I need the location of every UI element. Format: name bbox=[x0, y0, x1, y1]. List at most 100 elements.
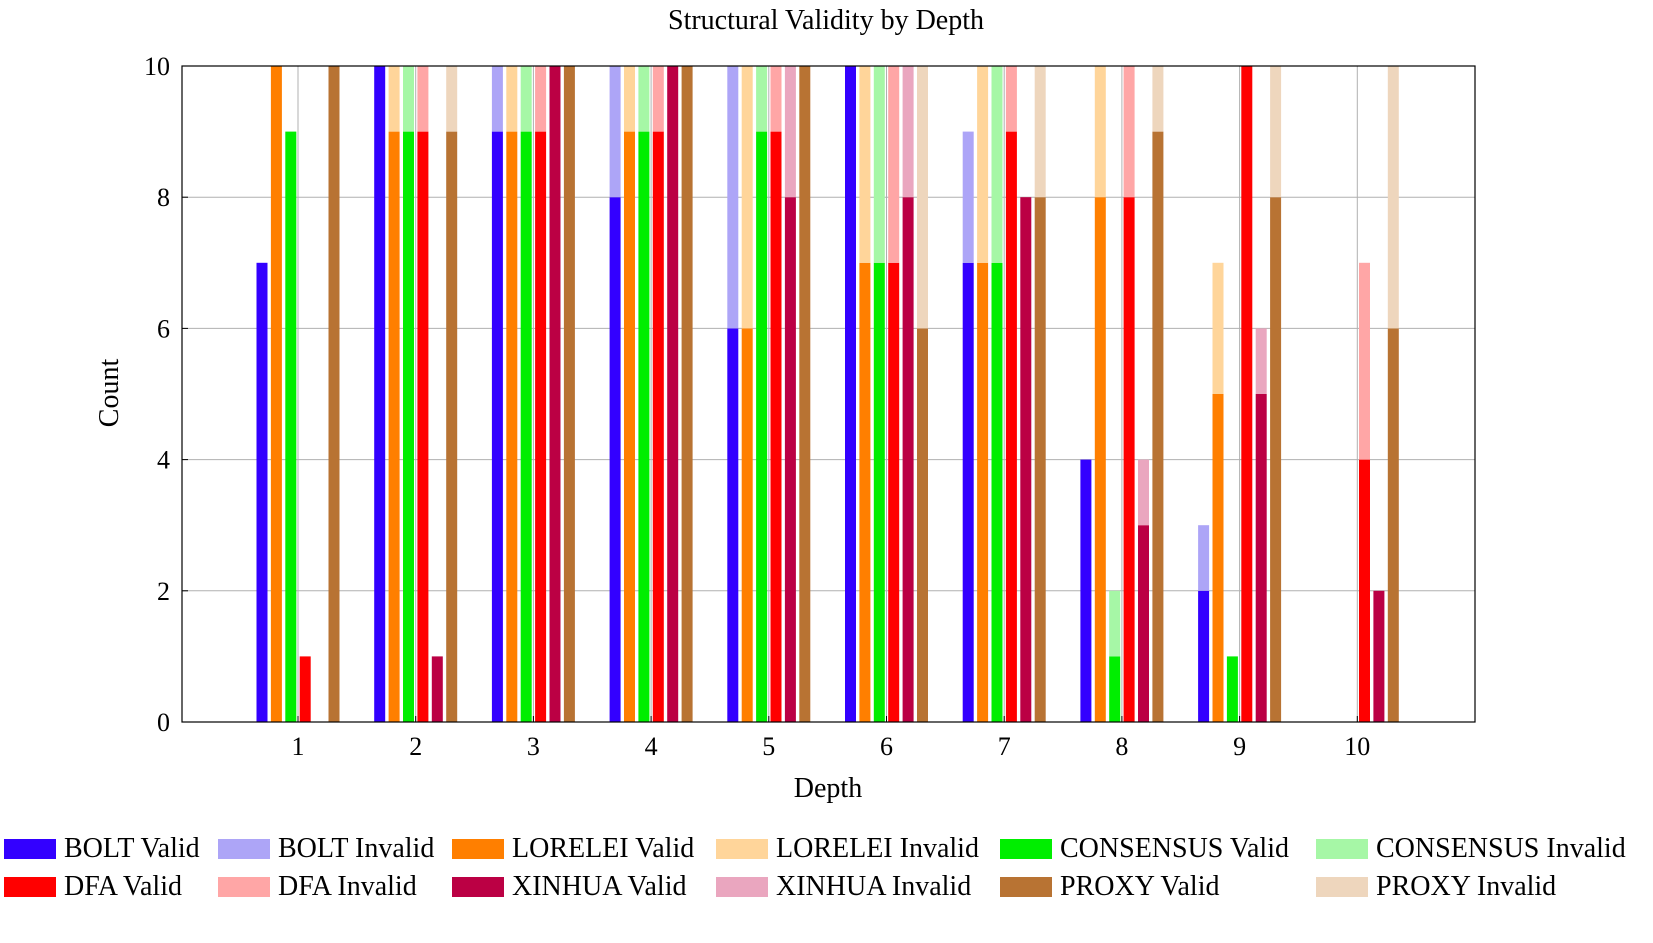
bar-lorelei-invalid bbox=[859, 66, 871, 263]
y-tick-label: 6 bbox=[157, 314, 170, 343]
bar-consensus-valid bbox=[520, 131, 532, 723]
legend-row: DFA Valid DFA Invalid XINHUA Valid XINHUA I… bbox=[0, 870, 1653, 904]
bar-dfa-valid bbox=[1359, 459, 1370, 722]
bars bbox=[256, 66, 1399, 723]
bar-proxy-invalid bbox=[1034, 66, 1046, 198]
x-tick-label: 5 bbox=[762, 732, 775, 761]
bar-dfa-invalid bbox=[1005, 66, 1017, 132]
legend-label: DFA Invalid bbox=[278, 871, 417, 902]
bar-bolt-valid bbox=[609, 197, 621, 722]
bar-dfa-valid bbox=[417, 131, 429, 723]
bar-lorelei-valid bbox=[1212, 394, 1224, 722]
y-tick-label: 8 bbox=[157, 183, 170, 212]
bar-bolt-valid bbox=[962, 262, 974, 722]
x-tick-label: 3 bbox=[527, 732, 540, 761]
bar-xinhua-invalid bbox=[784, 66, 796, 198]
bar-bolt-valid bbox=[1080, 459, 1092, 722]
bar-bolt-invalid bbox=[962, 131, 974, 263]
legend-item-lorelei-invalid: LORELEI Invalid bbox=[716, 832, 979, 866]
bar-proxy-invalid bbox=[1387, 66, 1399, 329]
legend-item-proxy-valid: PROXY Valid bbox=[1000, 870, 1219, 904]
plot-frame bbox=[181, 65, 1476, 723]
bar-bolt-valid bbox=[374, 66, 386, 722]
bar-lorelei-valid bbox=[741, 328, 753, 722]
bar-consensus-valid bbox=[756, 131, 768, 723]
y-tick-label: 10 bbox=[144, 52, 170, 81]
bar-xinhua-valid bbox=[1255, 394, 1267, 722]
y-tick-label: 4 bbox=[157, 446, 170, 475]
legend-label: XINHUA Valid bbox=[512, 871, 687, 902]
bar-dfa-invalid bbox=[535, 66, 547, 132]
bar-consensus-invalid bbox=[1109, 590, 1121, 657]
legend-item-dfa-invalid: DFA Invalid bbox=[218, 870, 417, 904]
bar-lorelei-invalid bbox=[624, 66, 635, 132]
bar-proxy-valid bbox=[446, 131, 458, 723]
legend-label: CONSENSUS Invalid bbox=[1376, 833, 1626, 864]
x-ticks: 1 2 3 4 5 6 7 8 9 10 bbox=[292, 716, 1370, 761]
bar-consensus-invalid bbox=[638, 66, 650, 132]
chart: Structural Validity by Depth Count Depth… bbox=[94, 5, 1476, 804]
bar-proxy-valid bbox=[1387, 328, 1399, 722]
legend-swatch bbox=[1316, 839, 1368, 859]
legend-label: LORELEI Invalid bbox=[776, 833, 979, 864]
bar-dfa-valid bbox=[652, 131, 664, 723]
bar-proxy-valid bbox=[1152, 131, 1164, 723]
legend-swatch bbox=[4, 839, 56, 859]
bar-bolt-valid bbox=[845, 66, 856, 722]
bar-lorelei-valid bbox=[270, 66, 282, 722]
legend-swatch bbox=[1000, 839, 1052, 859]
legend-item-bolt-invalid: BOLT Invalid bbox=[218, 832, 434, 866]
x-tick-label: 1 bbox=[292, 732, 305, 761]
legend-item-consensus-valid: CONSENSUS Valid bbox=[1000, 832, 1289, 866]
bar-proxy-invalid bbox=[446, 66, 458, 132]
bar-lorelei-invalid bbox=[1094, 66, 1106, 198]
legend-item-consensus-invalid: CONSENSUS Invalid bbox=[1316, 832, 1626, 866]
bar-consensus-valid bbox=[991, 262, 1003, 722]
bar-dfa-valid bbox=[1123, 197, 1135, 722]
bar-lorelei-invalid bbox=[388, 66, 400, 132]
bar-proxy-invalid bbox=[1270, 66, 1282, 198]
bar-consensus-valid bbox=[1226, 656, 1238, 722]
bar-proxy-valid bbox=[1034, 197, 1046, 722]
legend-label: PROXY Valid bbox=[1060, 871, 1220, 902]
legend-swatch bbox=[1316, 877, 1368, 897]
bar-proxy-valid bbox=[681, 66, 693, 722]
legend-label: DFA Valid bbox=[64, 871, 182, 902]
bar-proxy-valid bbox=[563, 66, 575, 722]
legend-label: PROXY Invalid bbox=[1376, 871, 1557, 902]
x-tick-label: 4 bbox=[645, 732, 658, 761]
x-tick-label: 6 bbox=[880, 732, 893, 761]
bar-bolt-invalid bbox=[1198, 525, 1210, 591]
bar-consensus-valid bbox=[638, 131, 650, 723]
bar-dfa-valid bbox=[1241, 66, 1253, 722]
bar-proxy-invalid bbox=[1152, 66, 1164, 132]
bar-consensus-invalid bbox=[873, 66, 885, 263]
bar-xinhua-valid bbox=[431, 656, 443, 722]
legend-swatch bbox=[452, 839, 504, 859]
x-tick-label: 10 bbox=[1344, 732, 1370, 761]
legend-item-proxy-invalid: PROXY Invalid bbox=[1316, 870, 1556, 904]
bar-lorelei-invalid bbox=[977, 66, 989, 263]
bar-consensus-invalid bbox=[756, 66, 768, 132]
x-axis-label: Depth bbox=[794, 773, 862, 804]
bar-lorelei-valid bbox=[388, 131, 400, 723]
bar-dfa-valid bbox=[770, 131, 782, 723]
bar-proxy-invalid bbox=[917, 66, 928, 329]
bar-proxy-valid bbox=[799, 66, 811, 722]
bar-proxy-valid bbox=[328, 66, 340, 722]
chart-title: Structural Validity by Depth bbox=[668, 5, 984, 36]
bar-xinhua-valid bbox=[667, 66, 679, 722]
bar-proxy-valid bbox=[917, 328, 928, 722]
bar-consensus-valid bbox=[285, 131, 297, 723]
bar-bolt-valid bbox=[1198, 590, 1210, 722]
bar-xinhua-invalid bbox=[1255, 328, 1267, 394]
legend-swatch bbox=[1000, 877, 1052, 897]
bar-lorelei-valid bbox=[624, 131, 635, 723]
bar-dfa-valid bbox=[1005, 131, 1017, 723]
legend-swatch bbox=[452, 877, 504, 897]
y-tick-label: 2 bbox=[157, 577, 170, 606]
bar-dfa-invalid bbox=[652, 66, 664, 132]
legend-item-lorelei-valid: LORELEI Valid bbox=[452, 832, 694, 866]
bar-bolt-invalid bbox=[727, 66, 739, 329]
bar-xinhua-invalid bbox=[902, 66, 914, 198]
